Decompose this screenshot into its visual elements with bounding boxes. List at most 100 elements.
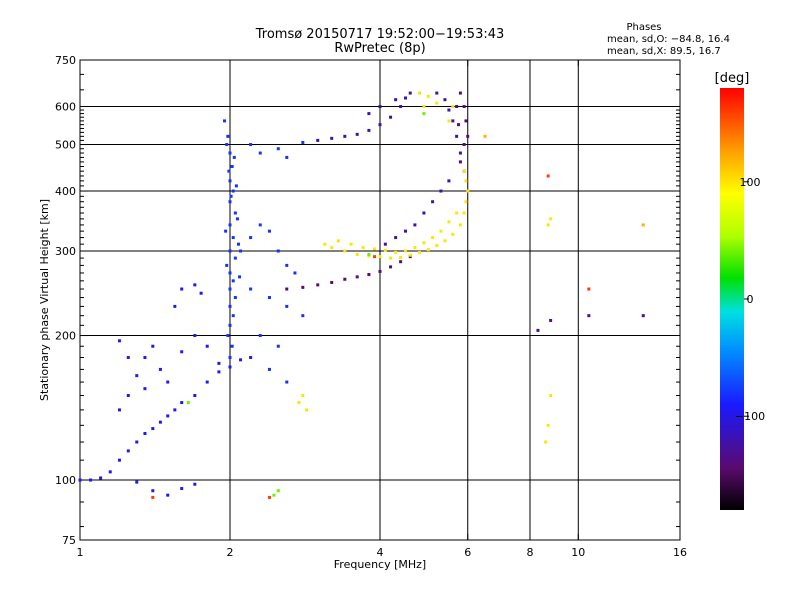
data-point — [378, 123, 382, 127]
data-point — [389, 115, 393, 119]
data-point — [451, 105, 455, 109]
data-point — [587, 287, 591, 291]
data-point — [89, 478, 93, 482]
data-point — [641, 223, 645, 227]
data-point — [225, 143, 229, 147]
data-point — [408, 253, 412, 257]
colorbar-tick-label: 0 — [747, 293, 754, 306]
data-point — [546, 223, 550, 227]
data-point — [78, 478, 82, 482]
data-point — [285, 380, 289, 384]
data-point — [394, 98, 398, 102]
data-point — [232, 155, 236, 159]
data-point — [143, 432, 147, 436]
data-point — [413, 246, 417, 250]
data-point — [447, 119, 451, 123]
data-point — [193, 283, 197, 287]
data-point — [117, 339, 121, 343]
data-point — [193, 394, 197, 398]
data-point — [466, 134, 470, 138]
data-point — [462, 169, 466, 173]
data-point — [587, 314, 591, 318]
data-point — [226, 134, 230, 138]
data-point — [239, 358, 243, 362]
data-point — [117, 408, 121, 412]
legend-title: Phases — [626, 22, 661, 33]
data-point — [399, 105, 403, 109]
data-point — [228, 151, 232, 155]
data-point — [117, 458, 121, 462]
data-point — [447, 220, 451, 224]
data-point — [231, 314, 235, 318]
data-point — [238, 275, 242, 279]
data-point — [464, 119, 468, 123]
data-point — [403, 96, 407, 100]
data-point — [455, 105, 459, 109]
data-point — [336, 239, 340, 243]
data-point — [343, 249, 347, 253]
data-point — [458, 160, 462, 164]
data-point — [231, 236, 235, 240]
data-point — [417, 250, 421, 254]
data-point — [228, 179, 232, 183]
data-point — [378, 255, 382, 259]
y-tick-label: 300 — [55, 245, 76, 258]
data-point — [422, 211, 426, 215]
data-point — [285, 287, 289, 291]
data-point — [126, 449, 130, 453]
data-point — [301, 140, 305, 144]
data-point — [367, 112, 371, 116]
data-point — [435, 91, 439, 95]
x-axis-label: Frequency [MHz] — [334, 558, 426, 571]
data-point — [462, 211, 466, 215]
data-point — [267, 296, 271, 300]
legend-line-x: mean, sd,X: 89.5, 16.7 — [607, 46, 721, 57]
data-point — [231, 189, 235, 193]
data-point — [229, 194, 233, 198]
grid-lines — [80, 60, 680, 540]
data-point — [173, 304, 177, 308]
data-point — [158, 367, 162, 371]
data-point — [549, 217, 553, 221]
data-point — [285, 155, 289, 159]
data-point — [126, 355, 130, 359]
data-point — [234, 184, 238, 188]
data-point — [180, 487, 184, 491]
data-point — [378, 105, 382, 109]
axis-ticks: 1 2 4 6 8 10 16 75 100 200 300 400 500 600 750 — [55, 54, 687, 559]
x-tick-label: 10 — [571, 546, 585, 559]
data-point — [546, 174, 550, 178]
data-point — [464, 200, 468, 204]
data-point — [435, 101, 439, 105]
data-point — [228, 365, 232, 369]
data-point — [439, 229, 443, 233]
data-point — [99, 476, 103, 480]
data-point — [549, 318, 553, 322]
data-point — [276, 489, 280, 493]
data-point — [330, 280, 334, 284]
data-point — [361, 246, 365, 250]
data-point — [267, 229, 271, 233]
data-point — [443, 98, 447, 102]
data-point — [394, 250, 398, 254]
data-point — [180, 401, 184, 405]
y-tick-label: 200 — [55, 330, 76, 343]
data-point — [464, 179, 468, 183]
data-point — [258, 151, 262, 155]
data-point — [267, 367, 271, 371]
colorbar — [720, 88, 744, 510]
data-point — [228, 200, 232, 204]
data-point — [457, 123, 461, 127]
data-point — [199, 291, 203, 295]
data-point — [462, 105, 466, 109]
data-point — [323, 242, 327, 246]
data-point — [343, 277, 347, 281]
data-point — [276, 344, 280, 348]
data-point — [367, 253, 371, 257]
data-point — [330, 246, 334, 250]
data-point — [217, 361, 221, 365]
data-point — [367, 273, 371, 277]
data-point — [228, 249, 232, 253]
data-point — [549, 394, 553, 398]
data-point — [413, 223, 417, 227]
